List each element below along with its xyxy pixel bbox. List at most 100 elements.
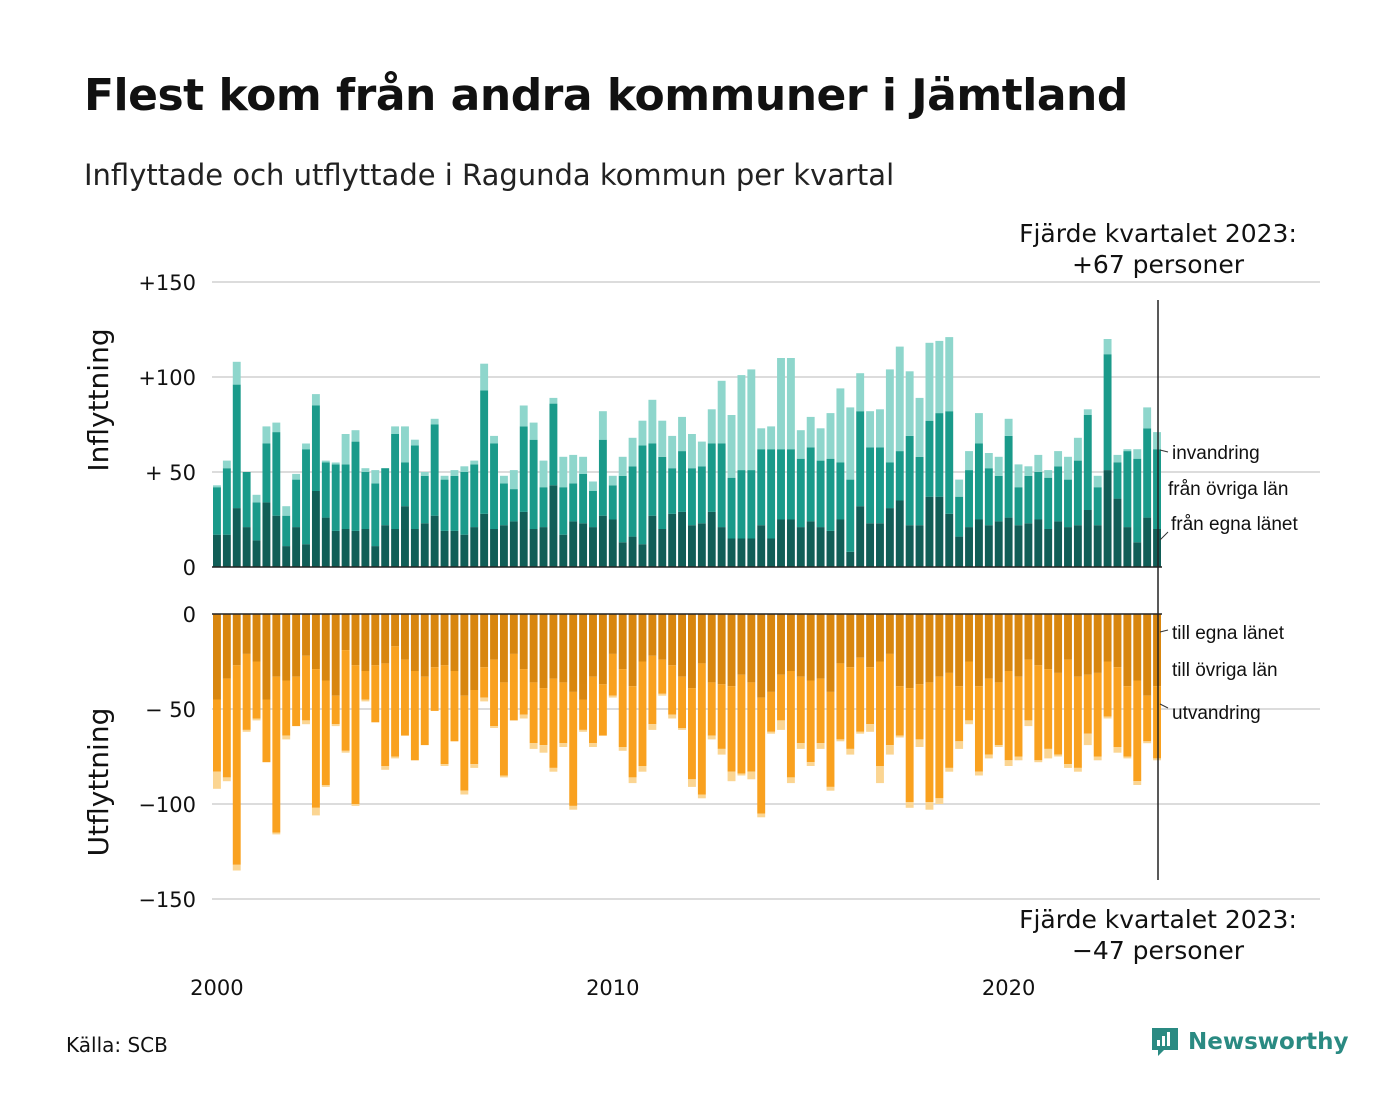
bar-out-2 [302, 720, 310, 725]
bar-in-0 [272, 515, 281, 567]
bar-in-0 [925, 496, 934, 567]
bar-in-1 [490, 443, 498, 529]
bar-in-1 [450, 475, 459, 531]
bar-in-1 [539, 487, 548, 528]
bar-out-2 [1034, 760, 1043, 763]
bar-in-1 [786, 449, 795, 520]
bar-out-2 [737, 773, 746, 776]
bar-out-2 [945, 767, 954, 772]
bar-out-2 [876, 766, 884, 784]
bar-out-2 [866, 724, 875, 732]
bar-out-2 [539, 745, 548, 753]
bar-in-1 [965, 470, 973, 528]
bar-in-1 [321, 462, 330, 518]
bar-out-2 [499, 775, 508, 778]
bar-in-2 [1103, 339, 1112, 355]
bar-out-1 [1034, 665, 1043, 761]
bar-out-1 [1103, 661, 1112, 717]
bar-in-2 [895, 346, 904, 452]
bar-out-1 [974, 686, 983, 772]
bar-in-1 [1024, 475, 1033, 524]
bar-in-0 [1123, 527, 1132, 567]
bar-out-2 [579, 729, 588, 732]
bar-in-1 [519, 426, 528, 512]
bar-out-2 [490, 726, 498, 728]
bar-in-0 [331, 530, 340, 567]
bar-out-0 [737, 614, 746, 675]
bar-in-0 [618, 542, 627, 567]
bar-out-0 [292, 614, 301, 677]
bar-out-1 [747, 682, 756, 772]
bar-in-0 [222, 534, 231, 567]
bar-in-2 [1153, 432, 1161, 450]
bar-in-0 [302, 544, 310, 567]
bar-in-0 [1103, 470, 1112, 567]
bar-out-1 [678, 676, 686, 728]
bar-in-0 [786, 519, 795, 567]
bar-out-2 [529, 743, 538, 749]
bar-out-1 [826, 691, 835, 787]
bar-out-0 [984, 614, 993, 679]
bar-in-0 [470, 527, 479, 567]
connector-invandring [1159, 449, 1169, 453]
bar-out-1 [410, 671, 419, 761]
bar-out-1 [549, 678, 558, 768]
bar-in-0 [628, 536, 637, 567]
bar-out-0 [460, 614, 469, 696]
bar-out-0 [697, 614, 706, 664]
bar-in-1 [1004, 435, 1013, 518]
bar-in-2 [727, 415, 736, 478]
bar-out-1 [519, 669, 528, 715]
bar-in-1 [1113, 462, 1122, 499]
bar-out-1 [796, 676, 805, 744]
bar-in-2 [688, 434, 696, 469]
bar-out-1 [1143, 695, 1152, 742]
bar-in-2 [598, 411, 607, 440]
bar-in-2 [866, 411, 875, 448]
bar-in-0 [727, 538, 736, 567]
bar-in-0 [994, 521, 1003, 567]
bar-out-0 [816, 614, 825, 679]
bar-in-1 [292, 479, 301, 528]
bar-in-0 [460, 534, 469, 567]
y-tick-label-top: +100 [138, 366, 196, 390]
bar-in-1 [984, 468, 993, 526]
bar-in-1 [401, 462, 409, 507]
bar-in-0 [1034, 519, 1043, 567]
bar-in-1 [222, 468, 231, 535]
bar-out-0 [579, 614, 588, 700]
bar-out-1 [1004, 671, 1013, 761]
bar-out-0 [806, 614, 815, 681]
bar-out-1 [757, 697, 766, 814]
bar-out-1 [569, 691, 578, 806]
bar-in-0 [826, 530, 835, 567]
x-tick-label: 2020 [982, 976, 1035, 1000]
bar-in-1 [361, 472, 370, 529]
bar-in-1 [688, 468, 696, 526]
bar-out-1 [866, 667, 875, 725]
bar-out-0 [1054, 614, 1063, 673]
bar-out-1 [777, 674, 785, 721]
bar-in-0 [668, 513, 677, 567]
bar-in-0 [757, 525, 766, 567]
bar-out-1 [361, 671, 370, 700]
bar-out-1 [232, 665, 241, 865]
bar-out-1 [1024, 659, 1033, 721]
bar-in-2 [717, 380, 726, 444]
bar-out-1 [895, 686, 904, 736]
bar-in-1 [529, 439, 538, 529]
bar-out-1 [836, 663, 845, 740]
bar-in-1 [915, 456, 924, 526]
bar-out-2 [381, 766, 390, 770]
bar-out-2 [816, 743, 825, 749]
bar-in-0 [549, 485, 558, 567]
bar-in-0 [707, 511, 716, 567]
y-tick-label-bottom: − 50 [145, 698, 196, 722]
bar-out-1 [1113, 667, 1122, 747]
bar-out-0 [678, 614, 686, 677]
bar-in-2 [509, 470, 518, 490]
bar-out-2 [747, 771, 756, 780]
bar-out-2 [935, 798, 944, 804]
bar-in-1 [905, 435, 914, 526]
bar-out-0 [272, 614, 281, 677]
